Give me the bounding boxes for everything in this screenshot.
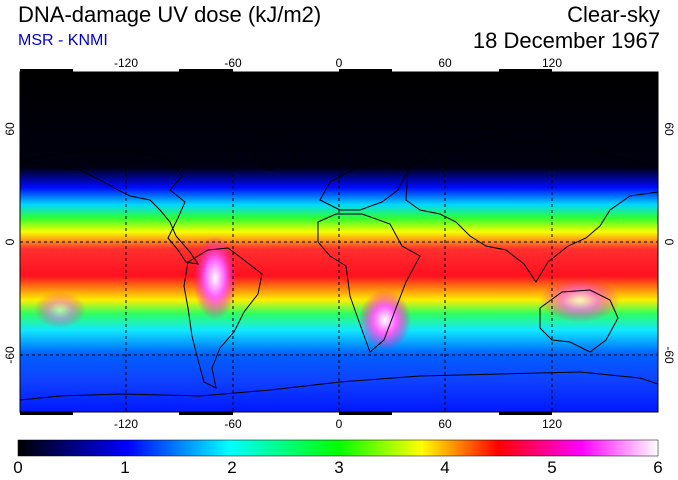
coast-antarctica xyxy=(20,371,658,401)
colorbar-label: 5 xyxy=(547,458,557,477)
hotspot-australia xyxy=(540,278,620,322)
colorbar xyxy=(17,439,659,457)
hotspot-southern-africa xyxy=(359,290,411,350)
lon-label-bottom: -120 xyxy=(114,417,138,431)
coast-africa xyxy=(317,213,421,353)
lon-labels: -120 -60 0 60 120 -120 -60 0 60 120 xyxy=(114,56,562,431)
lon-label-bottom: -60 xyxy=(224,417,242,431)
date-label: 18 December 1967 xyxy=(472,28,660,53)
lon-label-bottom: 120 xyxy=(542,417,562,431)
lat-label-left: 0 xyxy=(3,238,17,245)
lat-label-left: -60 xyxy=(3,346,17,364)
map-title: DNA-damage UV dose (kJ/m2) xyxy=(18,2,322,27)
hotspot-pacific xyxy=(34,292,86,328)
lat-label-left: 60 xyxy=(3,122,17,136)
coast-north-america xyxy=(20,149,200,265)
lat-labels: 60 0 -60 60 0 -60 xyxy=(3,122,676,364)
coast-south-america xyxy=(183,247,263,389)
frame-tick xyxy=(499,69,552,72)
uv-dose-map: -120 -60 0 60 120 -120 -60 0 60 120 60 0… xyxy=(3,56,676,457)
coast-australia xyxy=(539,289,619,353)
lon-label-top: 0 xyxy=(336,56,343,70)
coastlines xyxy=(20,133,658,401)
colorbar-label: 2 xyxy=(227,458,237,477)
frame-tick xyxy=(20,412,73,415)
frame-tick xyxy=(339,69,392,72)
colorbar-label: 3 xyxy=(334,458,344,477)
hotspot-andes xyxy=(193,236,237,320)
coast-greenland xyxy=(249,133,301,171)
lon-label-top: 120 xyxy=(542,56,562,70)
source-label: MSR - KNMI xyxy=(18,32,108,49)
colorbar-label: 1 xyxy=(120,458,130,477)
frame-tick xyxy=(179,69,233,72)
colorbar-label: 6 xyxy=(653,458,663,477)
frame-tick xyxy=(179,412,233,415)
colorbar-label: 4 xyxy=(440,458,450,477)
uv-hotspots xyxy=(34,236,620,350)
lon-label-bottom: 0 xyxy=(336,417,343,431)
lat-label-right: -60 xyxy=(662,346,676,364)
lon-label-bottom: 60 xyxy=(438,417,452,431)
map-panel: -120 -60 0 60 120 -120 -60 0 60 120 60 0… xyxy=(3,56,676,431)
frame-border-ticks xyxy=(20,69,552,415)
frame-tick xyxy=(499,412,552,415)
lon-label-top: -120 xyxy=(114,56,138,70)
frame-tick xyxy=(20,69,73,72)
coast-europe xyxy=(319,159,409,211)
lon-label-top: -60 xyxy=(224,56,242,70)
colorbar-label: 0 xyxy=(13,458,23,477)
frame-tick xyxy=(339,412,392,415)
sky-condition-label: Clear-sky xyxy=(567,2,660,27)
graticule xyxy=(20,72,658,412)
lon-label-top: 60 xyxy=(438,56,452,70)
lat-label-right: 60 xyxy=(662,122,676,136)
coast-asia xyxy=(405,137,658,283)
lat-label-right: 0 xyxy=(662,239,676,246)
